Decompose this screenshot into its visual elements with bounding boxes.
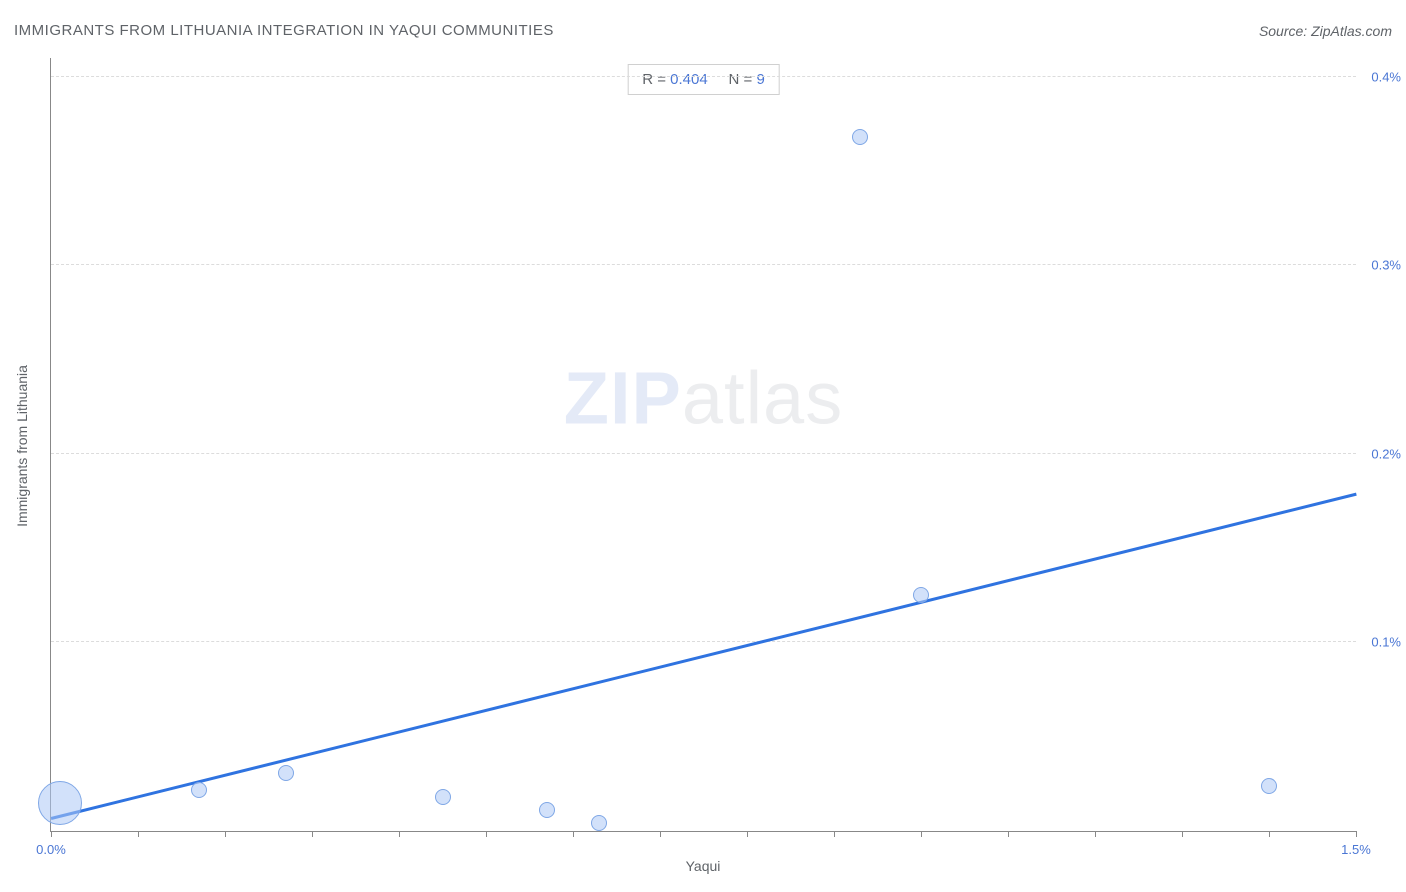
- y-tick-label: 0.4%: [1371, 69, 1401, 84]
- scatter-point: [435, 789, 451, 805]
- trend-line: [51, 493, 1357, 820]
- gridline: [51, 641, 1356, 642]
- y-tick-label: 0.3%: [1371, 258, 1401, 273]
- x-tick: [834, 831, 835, 837]
- scatter-point: [1261, 778, 1277, 794]
- stat-n-value: 9: [756, 71, 764, 88]
- scatter-point: [278, 765, 294, 781]
- gridline: [51, 76, 1356, 77]
- x-tick: [1095, 831, 1096, 837]
- x-axis-label: Yaqui: [686, 858, 721, 874]
- x-tick: [399, 831, 400, 837]
- x-tick: [921, 831, 922, 837]
- x-tick: [1269, 831, 1270, 837]
- x-tick: [312, 831, 313, 837]
- x-tick: [1182, 831, 1183, 837]
- stat-r-label: R =: [642, 71, 670, 88]
- y-tick-label: 0.2%: [1371, 446, 1401, 461]
- chart-title: IMMIGRANTS FROM LITHUANIA INTEGRATION IN…: [14, 22, 554, 39]
- chart-header: IMMIGRANTS FROM LITHUANIA INTEGRATION IN…: [14, 22, 1392, 39]
- x-tick-label: 1.5%: [1341, 842, 1371, 857]
- gridline: [51, 453, 1356, 454]
- x-tick: [1356, 831, 1357, 837]
- gridline: [51, 264, 1356, 265]
- x-tick: [660, 831, 661, 837]
- scatter-point: [591, 815, 607, 831]
- watermark-atlas: atlas: [682, 357, 843, 440]
- chart-plot-area: ZIPatlas R = 0.404 N = 9 0.1%0.2%0.3%0.4…: [50, 58, 1356, 832]
- stat-r-value: 0.404: [670, 71, 708, 88]
- x-tick: [747, 831, 748, 837]
- x-tick-label: 0.0%: [36, 842, 66, 857]
- scatter-point: [913, 587, 929, 603]
- x-tick: [51, 831, 52, 837]
- chart-source: Source: ZipAtlas.com: [1259, 23, 1392, 39]
- x-tick: [486, 831, 487, 837]
- y-tick-label: 0.1%: [1371, 635, 1401, 650]
- stat-n-label: N =: [729, 71, 757, 88]
- y-axis-label: Immigrants from Lithuania: [14, 365, 30, 527]
- stats-box: R = 0.404 N = 9: [627, 64, 780, 95]
- watermark: ZIPatlas: [564, 356, 843, 441]
- x-tick: [225, 831, 226, 837]
- scatter-point: [539, 802, 555, 818]
- scatter-point: [852, 129, 868, 145]
- scatter-point: [191, 782, 207, 798]
- scatter-point: [38, 781, 82, 825]
- x-tick: [1008, 831, 1009, 837]
- x-tick: [573, 831, 574, 837]
- watermark-zip: ZIP: [564, 357, 682, 440]
- x-tick: [138, 831, 139, 837]
